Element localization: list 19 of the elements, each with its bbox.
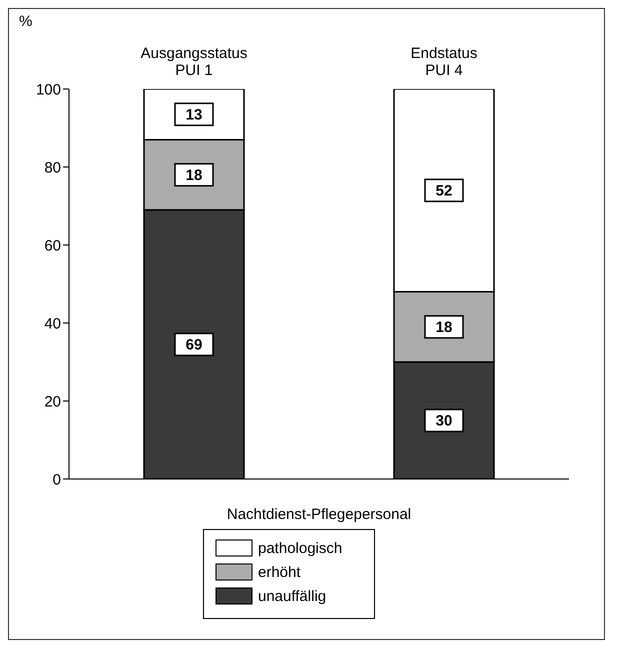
data-label: 30 — [436, 412, 452, 430]
data-label: 69 — [186, 336, 202, 354]
x-axis-title: Nachtdienst-Pflegepersonal — [226, 506, 412, 523]
data-label: 13 — [186, 106, 202, 124]
y-axis-title: % — [19, 13, 32, 30]
x-tick-label: Ausgangsstatus PUI 1 — [140, 45, 248, 79]
legend-label: pathologisch — [258, 540, 342, 557]
legend-label: erhöht — [258, 564, 302, 581]
y-tick-label: 40 — [44, 315, 61, 332]
y-tick-label: 0 — [52, 471, 61, 488]
y-tick-label: 80 — [44, 159, 61, 176]
y-tick-label: 100 — [36, 81, 61, 98]
y-tick-label: 20 — [44, 393, 61, 410]
legend-label: unauffällig — [258, 588, 326, 605]
data-label: 18 — [186, 166, 202, 184]
y-tick-label: 60 — [44, 237, 61, 254]
data-label: 52 — [436, 182, 452, 200]
data-label: 18 — [436, 318, 452, 336]
x-tick-label: Endstatus PUI 4 — [410, 45, 478, 79]
